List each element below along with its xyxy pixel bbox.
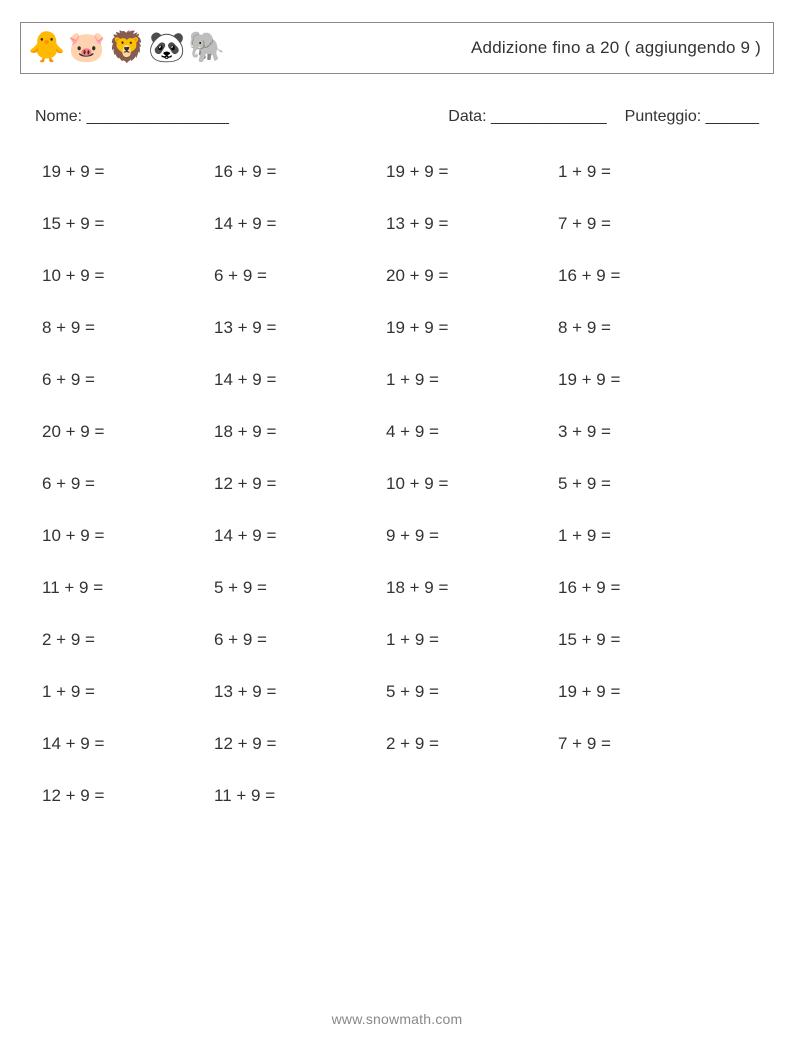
problem-cell: 11 + 9 = <box>214 786 386 806</box>
problem-cell: 2 + 9 = <box>386 734 558 754</box>
problem-cell: 7 + 9 = <box>558 214 730 234</box>
problem-cell: 18 + 9 = <box>214 422 386 442</box>
problem-cell: 19 + 9 = <box>386 318 558 338</box>
problem-cell: 8 + 9 = <box>558 318 730 338</box>
problem-cell: 6 + 9 = <box>42 474 214 494</box>
problem-cell: 5 + 9 = <box>214 578 386 598</box>
problem-cell: 4 + 9 = <box>386 422 558 442</box>
problem-cell: 6 + 9 = <box>214 630 386 650</box>
problem-cell: 11 + 9 = <box>42 578 214 598</box>
problems-grid: 19 + 9 =16 + 9 =19 + 9 =1 + 9 =15 + 9 =1… <box>42 162 774 806</box>
chick-icon: 🐥 <box>29 30 65 66</box>
problem-cell: 14 + 9 = <box>42 734 214 754</box>
problem-cell: 9 + 9 = <box>386 526 558 546</box>
header-box: 🐥 🐷 🦁 🐼 🐘 Addizione fino a 20 ( aggiunge… <box>20 22 774 74</box>
lion-icon: 🦁 <box>109 30 145 66</box>
problem-cell: 2 + 9 = <box>42 630 214 650</box>
problem-cell: 14 + 9 = <box>214 526 386 546</box>
problem-cell: 1 + 9 = <box>386 370 558 390</box>
problem-cell: 7 + 9 = <box>558 734 730 754</box>
problem-cell: 1 + 9 = <box>558 526 730 546</box>
problem-cell: 5 + 9 = <box>558 474 730 494</box>
worksheet-title: Addizione fino a 20 ( aggiungendo 9 ) <box>471 38 761 58</box>
problem-cell: 12 + 9 = <box>214 474 386 494</box>
name-field: Nome: ________________ <box>35 108 229 126</box>
problem-cell: 16 + 9 = <box>558 266 730 286</box>
problem-cell: 16 + 9 = <box>214 162 386 182</box>
info-left: Nome: ________________ <box>35 108 229 126</box>
problem-cell: 5 + 9 = <box>386 682 558 702</box>
problem-cell: 19 + 9 = <box>42 162 214 182</box>
problem-cell: 12 + 9 = <box>214 734 386 754</box>
problem-cell: 16 + 9 = <box>558 578 730 598</box>
problem-cell: 18 + 9 = <box>386 578 558 598</box>
problem-cell: 15 + 9 = <box>558 630 730 650</box>
problem-cell: 10 + 9 = <box>42 526 214 546</box>
problem-cell: 13 + 9 = <box>386 214 558 234</box>
problem-cell: 8 + 9 = <box>42 318 214 338</box>
problem-cell: 1 + 9 = <box>386 630 558 650</box>
problem-cell: 3 + 9 = <box>558 422 730 442</box>
problem-cell: 13 + 9 = <box>214 682 386 702</box>
problem-cell: 14 + 9 = <box>214 214 386 234</box>
problem-cell: 20 + 9 = <box>386 266 558 286</box>
pig-icon: 🐷 <box>69 30 105 66</box>
problem-cell: 20 + 9 = <box>42 422 214 442</box>
problem-cell: 1 + 9 = <box>558 162 730 182</box>
problem-cell: 19 + 9 = <box>386 162 558 182</box>
problem-cell: 1 + 9 = <box>42 682 214 702</box>
problem-cell: 14 + 9 = <box>214 370 386 390</box>
problem-cell: 13 + 9 = <box>214 318 386 338</box>
problem-cell: 10 + 9 = <box>386 474 558 494</box>
problem-cell: 19 + 9 = <box>558 682 730 702</box>
date-field: Data: _____________ <box>448 108 606 126</box>
score-field: Punteggio: ______ <box>625 108 759 126</box>
problem-cell: 12 + 9 = <box>42 786 214 806</box>
problem-cell: 6 + 9 = <box>214 266 386 286</box>
problem-cell: 15 + 9 = <box>42 214 214 234</box>
worksheet-page: 🐥 🐷 🦁 🐼 🐘 Addizione fino a 20 ( aggiunge… <box>0 0 794 806</box>
elephant-icon: 🐘 <box>189 30 225 66</box>
problem-cell: 19 + 9 = <box>558 370 730 390</box>
footer-url: www.snowmath.com <box>0 1011 794 1027</box>
problem-cell: 6 + 9 = <box>42 370 214 390</box>
animal-icons-row: 🐥 🐷 🦁 🐼 🐘 <box>29 30 225 66</box>
info-right: Data: _____________ Punteggio: ______ <box>448 108 759 126</box>
info-row: Nome: ________________ Data: ___________… <box>35 108 759 126</box>
problem-cell: 10 + 9 = <box>42 266 214 286</box>
panda-icon: 🐼 <box>149 30 185 66</box>
